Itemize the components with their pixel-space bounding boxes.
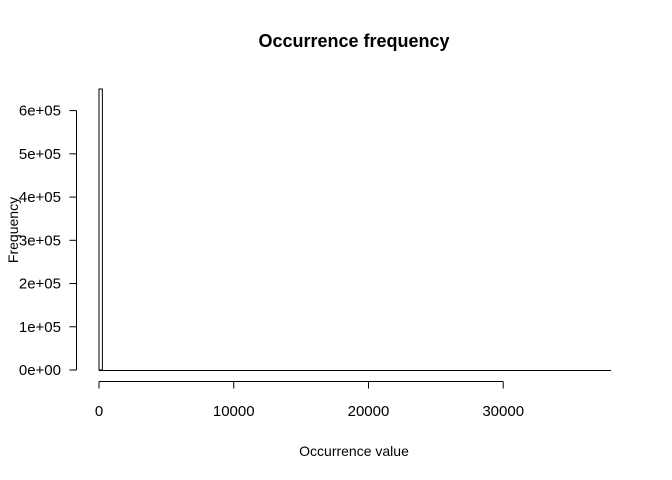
x-tick-label-0: 0 [95, 403, 103, 420]
y-tick-label-3: 3e+05 [19, 232, 61, 249]
y-axis-title: Frequency [5, 197, 21, 263]
chart-title: Occurrence frequency [258, 31, 449, 51]
y-tick-label-6: 6e+05 [19, 103, 61, 120]
x-tick-label-3: 30000 [482, 403, 524, 420]
y-tick-label-4: 4e+05 [19, 189, 61, 206]
x-tick-label-1: 10000 [213, 403, 255, 420]
x-axis-title: Occurrence value [299, 443, 409, 459]
x-tick-label-2: 20000 [348, 403, 390, 420]
y-tick-label-5: 5e+05 [19, 146, 61, 163]
y-tick-label-0: 0e+00 [19, 362, 61, 379]
x-axis: 0 10000 20000 30000 [95, 381, 524, 420]
y-axis: 0e+00 1e+05 2e+05 3e+05 4e+05 5e+05 6e+05 [19, 103, 77, 379]
bars-group [98, 88, 611, 371]
y-tick-label-1: 1e+05 [19, 319, 61, 336]
y-tick-label-2: 2e+05 [19, 276, 61, 293]
histogram-bar-0 [98, 88, 103, 371]
